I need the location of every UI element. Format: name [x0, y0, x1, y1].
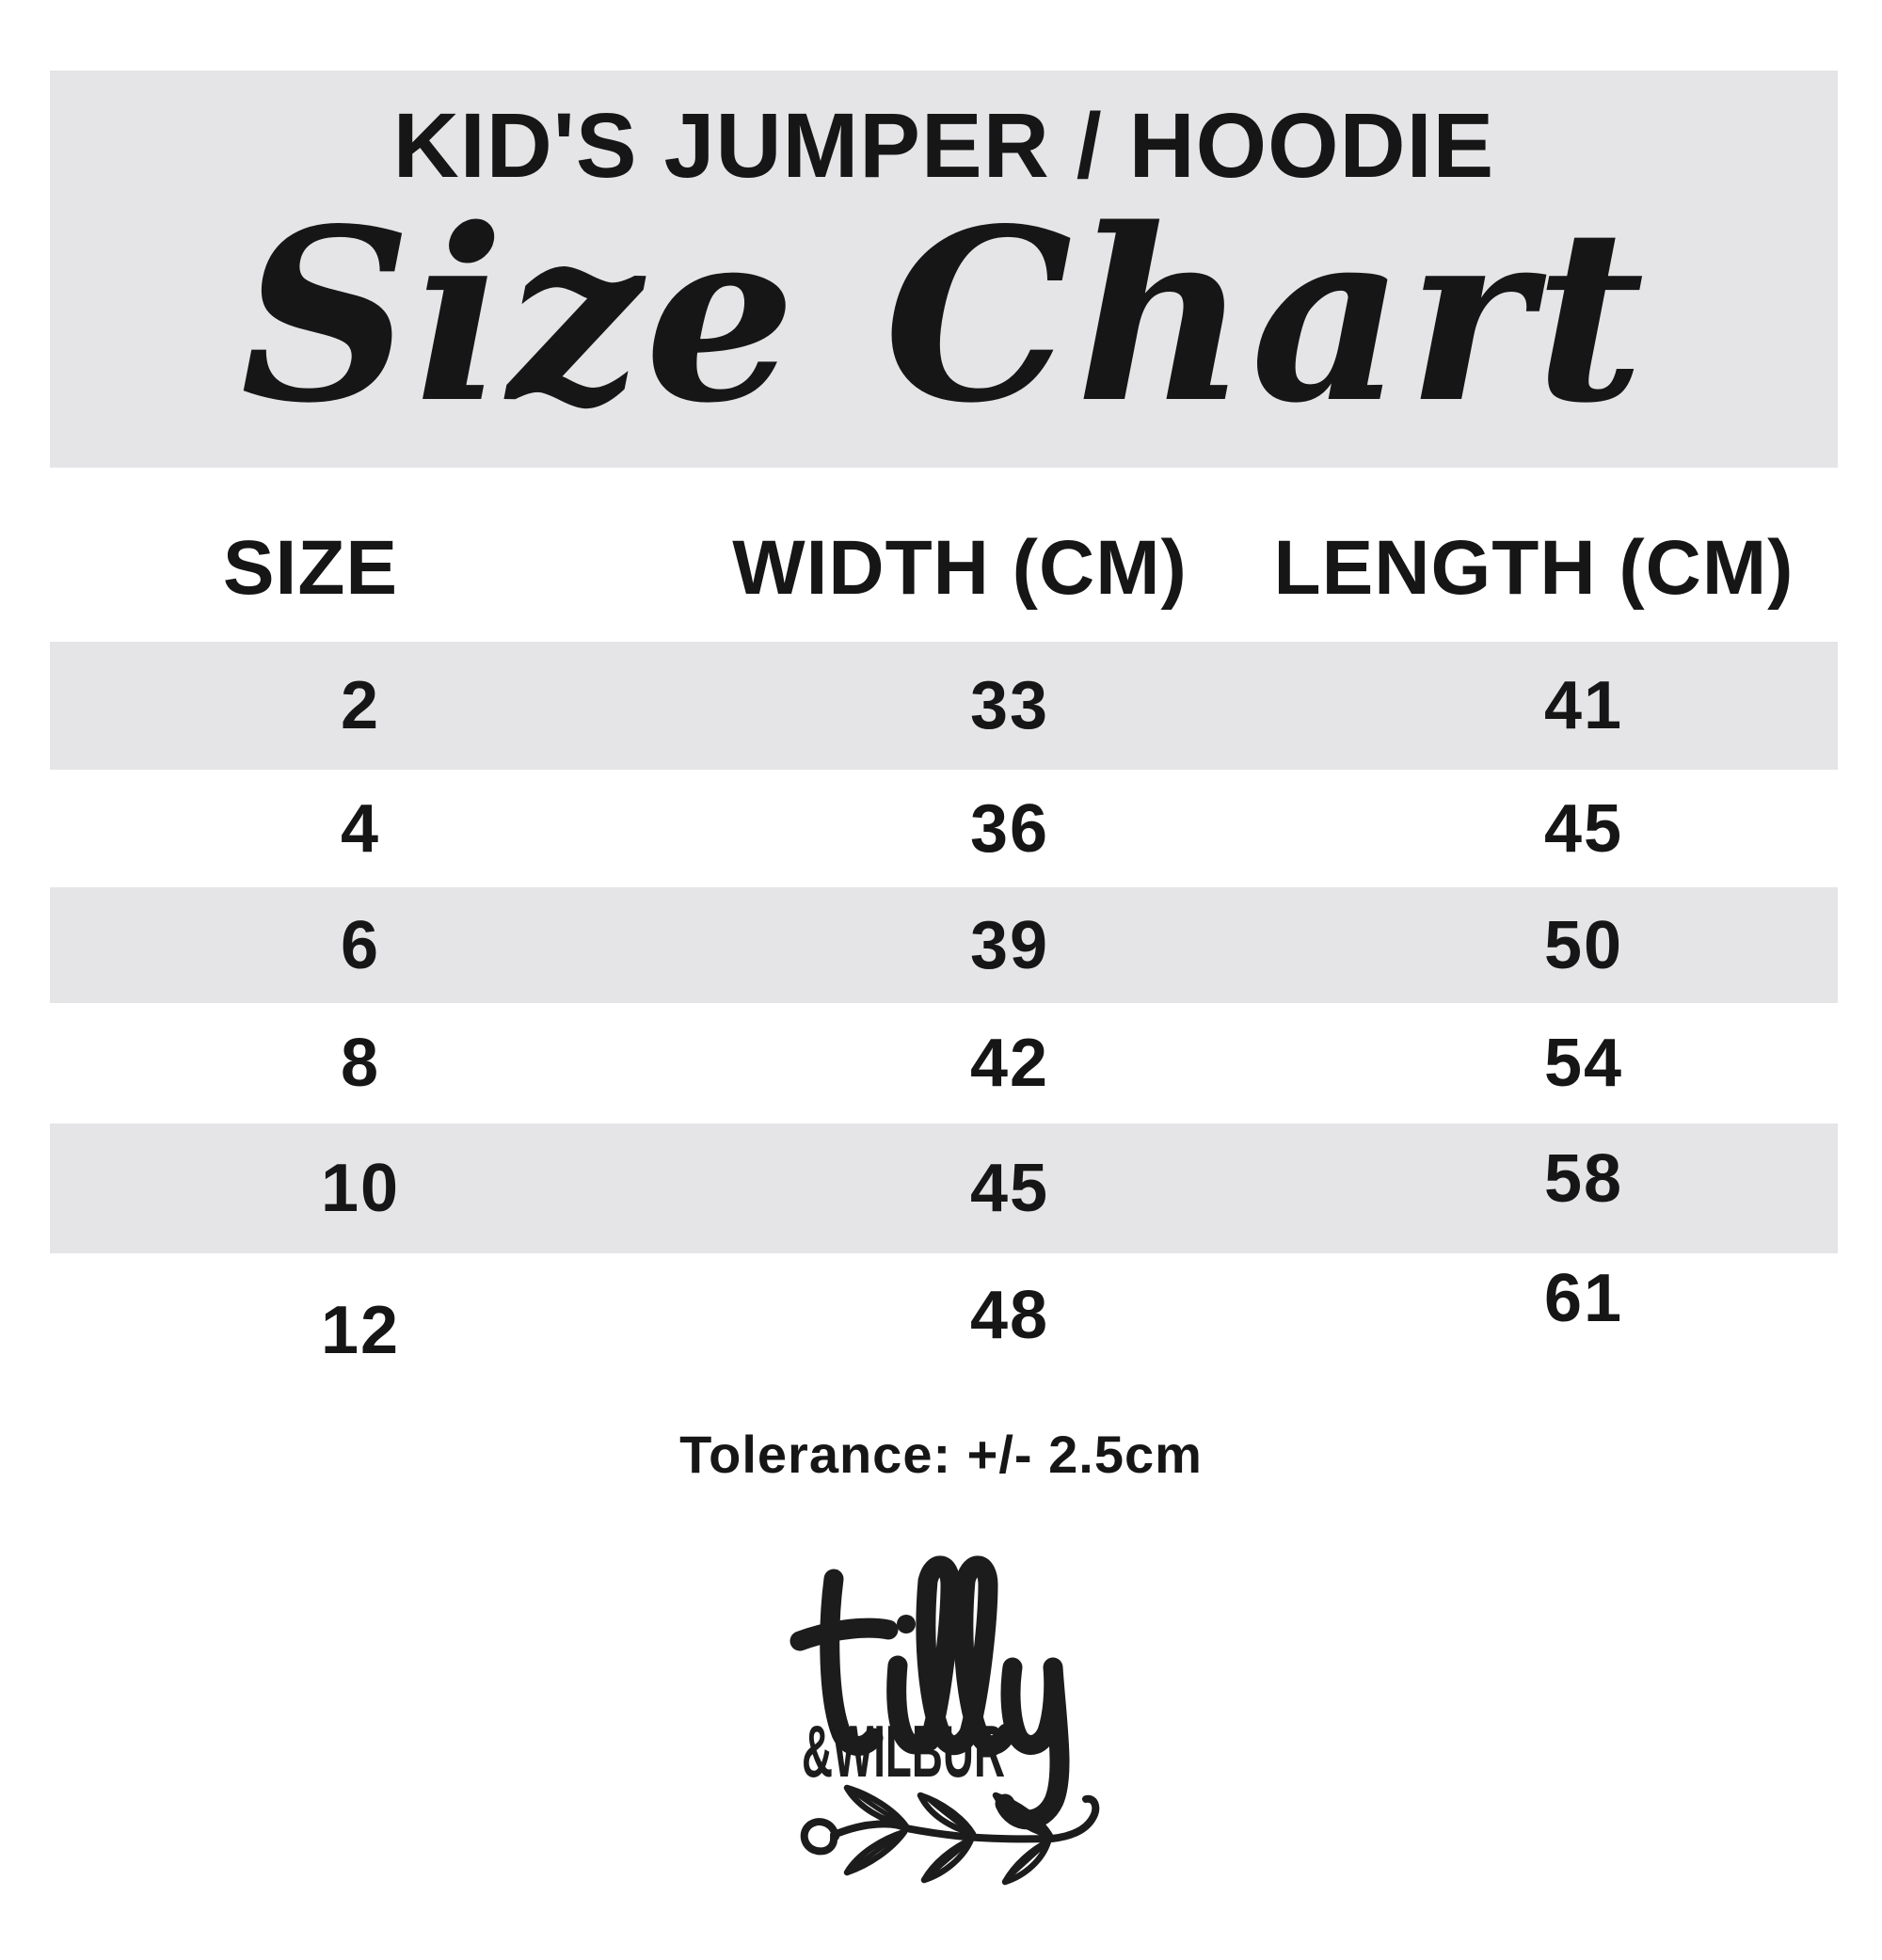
table-row: 10 45 58	[50, 1123, 1838, 1253]
size-cell: 10	[320, 1151, 401, 1226]
table-column-headers: SIZE WIDTH (CM) LENGTH (CM)	[0, 513, 1882, 624]
tolerance-note: Tolerance: +/- 2.5cm	[679, 1425, 1203, 1484]
size-cell: 6	[340, 907, 381, 983]
brand-logo: &WILBUR	[789, 1555, 1100, 1886]
table-row: 6 39 50	[50, 887, 1838, 1003]
length-cell: 45	[1543, 790, 1624, 867]
width-cell: 42	[969, 1026, 1050, 1101]
width-cell: 33	[969, 668, 1050, 743]
length-cell: 50	[1543, 907, 1624, 983]
product-kicker: KID'S JUMPER / HOODIE	[392, 94, 1495, 197]
size-cell: 8	[340, 1026, 381, 1101]
width-cell: 48	[969, 1277, 1050, 1353]
page-title: Size Chart	[240, 177, 1648, 455]
length-cell: 58	[1543, 1141, 1624, 1217]
size-cell: 2	[340, 668, 381, 743]
table-row: 4 36 45	[50, 770, 1838, 887]
table-row: 12 48 61	[50, 1253, 1838, 1388]
i-dot	[897, 1615, 916, 1633]
logo-script-word	[789, 1555, 1070, 1830]
length-cell: 54	[1543, 1026, 1624, 1101]
logo-caps-text: &WILBUR	[802, 1710, 1005, 1793]
width-cell: 36	[969, 790, 1050, 867]
column-header-size: SIZE	[222, 525, 399, 611]
length-cell: 41	[1543, 668, 1624, 743]
table-row: 8 42 54	[50, 1003, 1838, 1123]
size-cell: 12	[320, 1292, 401, 1368]
header-panel: KID'S JUMPER / HOODIE Size Chart	[50, 71, 1838, 468]
length-cell: 61	[1543, 1260, 1624, 1336]
size-cell: 4	[340, 790, 381, 867]
width-cell: 39	[969, 907, 1050, 983]
width-cell: 45	[969, 1151, 1050, 1226]
laurel-branch-icon	[800, 1784, 1100, 1886]
table-row: 2 33 41	[50, 642, 1838, 770]
column-header-width: WIDTH (CM)	[732, 525, 1188, 611]
column-header-length: LENGTH (CM)	[1273, 525, 1794, 611]
